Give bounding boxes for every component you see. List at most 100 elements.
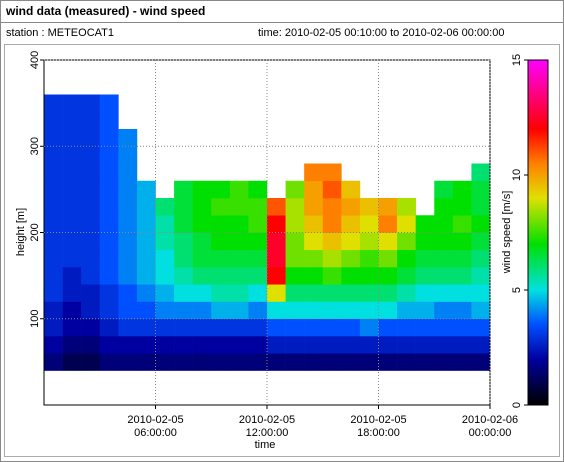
cell xyxy=(285,318,305,337)
cell xyxy=(62,163,82,182)
cell xyxy=(62,301,82,320)
cell xyxy=(99,318,119,337)
cell xyxy=(136,267,156,285)
cell xyxy=(136,336,156,354)
cell xyxy=(118,180,138,199)
cell xyxy=(471,232,491,251)
cell xyxy=(118,267,138,285)
cell xyxy=(304,301,324,320)
cell xyxy=(118,249,138,268)
cell xyxy=(378,267,398,285)
cell xyxy=(192,249,212,268)
cell xyxy=(285,198,305,216)
cell xyxy=(62,215,82,233)
cell xyxy=(192,336,212,354)
cell xyxy=(248,353,268,371)
cell xyxy=(285,353,305,371)
cell xyxy=(267,284,286,302)
cell xyxy=(452,198,472,216)
cell xyxy=(118,146,138,164)
cell xyxy=(136,215,156,233)
cell xyxy=(44,267,63,285)
y-tick-label: 200 xyxy=(29,223,41,241)
cell xyxy=(434,198,454,216)
cell xyxy=(81,284,101,302)
colorbar-tick-label: 5 xyxy=(511,287,523,293)
cell xyxy=(304,249,324,268)
cell xyxy=(136,249,156,268)
cell xyxy=(248,301,268,320)
cell xyxy=(81,111,101,130)
cell xyxy=(341,301,361,320)
cell xyxy=(452,284,472,302)
cell xyxy=(378,215,398,233)
cell xyxy=(415,267,435,285)
cell xyxy=(118,284,138,302)
cell xyxy=(118,353,138,371)
cell xyxy=(99,111,119,130)
cell xyxy=(192,215,212,233)
cell xyxy=(192,284,212,302)
cell xyxy=(378,353,398,371)
cell xyxy=(192,267,212,285)
y-axis-label: height [m] xyxy=(15,208,27,256)
cell xyxy=(322,198,342,216)
cell xyxy=(378,336,398,354)
cell xyxy=(99,284,119,302)
time-range: time: 2010-02-05 00:10:00 to 2010-02-06 … xyxy=(258,27,504,39)
cell xyxy=(99,198,119,216)
cell xyxy=(99,301,119,320)
station: station : METEOCAT1 xyxy=(6,27,114,39)
cell xyxy=(99,129,119,147)
cell xyxy=(174,267,193,285)
cell xyxy=(44,301,63,320)
cell xyxy=(136,318,156,337)
cell xyxy=(322,353,342,371)
cell xyxy=(192,232,212,251)
cell xyxy=(267,232,286,251)
cell xyxy=(359,336,379,354)
cell xyxy=(322,163,342,182)
cell xyxy=(136,232,156,251)
cell xyxy=(304,232,324,251)
cell xyxy=(118,232,138,251)
cell xyxy=(248,284,268,302)
cell xyxy=(397,353,416,371)
cell xyxy=(452,232,472,251)
cell xyxy=(136,180,156,199)
cell xyxy=(229,249,249,268)
cell xyxy=(359,215,379,233)
cell xyxy=(192,180,212,199)
cell xyxy=(99,267,119,285)
cell xyxy=(322,180,342,199)
cell xyxy=(452,318,472,337)
cell xyxy=(229,336,249,354)
cell xyxy=(285,301,305,320)
cell xyxy=(211,336,231,354)
cell xyxy=(248,232,268,251)
cell xyxy=(229,267,249,285)
cell xyxy=(285,249,305,268)
cell xyxy=(211,318,231,337)
colorbar xyxy=(527,59,549,406)
cell xyxy=(211,198,231,216)
cell xyxy=(378,249,398,268)
cell xyxy=(434,267,454,285)
cell xyxy=(285,232,305,251)
cell xyxy=(99,215,119,233)
cell xyxy=(341,353,361,371)
cell xyxy=(248,318,268,337)
cell xyxy=(452,267,472,285)
cell xyxy=(62,180,82,199)
cell xyxy=(62,232,82,251)
cell xyxy=(415,249,435,268)
cell xyxy=(397,215,416,233)
cell xyxy=(415,284,435,302)
cell xyxy=(359,318,379,337)
cell xyxy=(174,198,193,216)
cell xyxy=(322,284,342,302)
cell xyxy=(211,284,231,302)
cell xyxy=(211,232,231,251)
cell xyxy=(322,318,342,337)
